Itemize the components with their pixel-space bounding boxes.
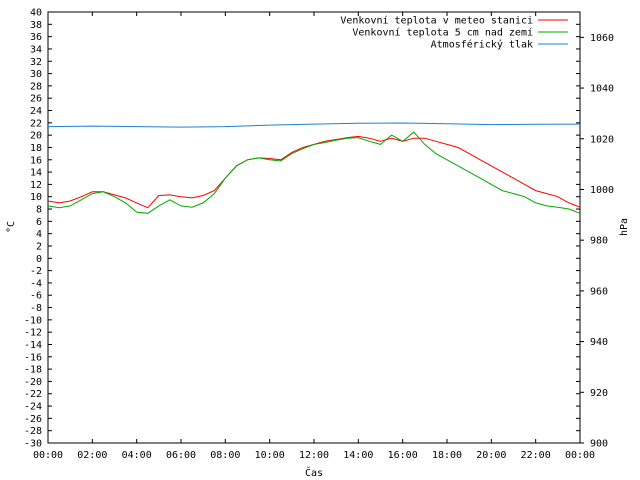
x-tick-label: 02:00 <box>77 450 107 461</box>
right-tick-label: 1040 <box>590 84 614 95</box>
left-tick-label: 22 <box>30 118 42 129</box>
left-tick-label: 18 <box>30 143 42 154</box>
left-tick-label: -24 <box>24 402 42 413</box>
x-tick-label: 22:00 <box>521 450 551 461</box>
right-tick-label: 920 <box>590 388 608 399</box>
left-tick-label: 6 <box>36 217 42 228</box>
x-tick-label: 00:00 <box>33 450 63 461</box>
legend-label-1: Venkovní teplota 5 cm nad zemí <box>352 27 533 39</box>
x-tick-label: 00:00 <box>565 450 595 461</box>
left-tick-label: 24 <box>30 106 42 117</box>
left-tick-label: -12 <box>24 328 42 339</box>
left-tick-label: 36 <box>30 32 42 43</box>
series-line-1 <box>47 131 581 214</box>
left-tick-label: 38 <box>30 20 42 31</box>
left-tick-label: -10 <box>24 315 42 326</box>
x-axis-label: Čas <box>305 466 323 479</box>
right-tick-label: 1020 <box>590 134 614 145</box>
x-tick-label: 16:00 <box>388 450 418 461</box>
series-line-2 <box>47 122 581 128</box>
left-tick-label: 8 <box>36 205 42 216</box>
left-tick-label: 2 <box>36 241 42 252</box>
x-tick-label: 12:00 <box>299 450 329 461</box>
left-tick-label: -16 <box>24 352 42 363</box>
left-tick-label: -22 <box>24 389 42 400</box>
left-tick-label: -2 <box>30 266 42 277</box>
left-tick-label: 20 <box>30 131 42 142</box>
x-axis-ticks: 00:00 02:00 04:00 06:00 08:00 10:00 12:00 14:00… <box>33 12 595 461</box>
left-tick-label: 28 <box>30 81 42 92</box>
right-axis-ticks: 1060 1040 1020 1000 980 960 940 920 900 <box>580 33 614 450</box>
left-tick-label: -14 <box>24 340 42 351</box>
left-tick-label: -6 <box>30 291 42 302</box>
x-tick-label: 20:00 <box>476 450 506 461</box>
left-tick-label: -8 <box>30 303 42 314</box>
left-axis-ticks: 4038363432302826242220181614121086420-2-… <box>24 8 580 450</box>
right-tick-label: 960 <box>590 286 608 297</box>
x-tick-label: 06:00 <box>166 450 196 461</box>
left-tick-label: -28 <box>24 426 42 437</box>
y-axis-left-label: °C <box>6 221 17 233</box>
left-tick-label: -20 <box>24 377 42 388</box>
left-tick-label: 30 <box>30 69 42 80</box>
right-tick-label: 980 <box>590 236 608 247</box>
legend-label-0: Venkovní teplota v meteo stanici <box>340 15 533 27</box>
plot-frame <box>47 11 581 444</box>
x-tick-label: 08:00 <box>210 450 240 461</box>
left-tick-label: 4 <box>36 229 42 240</box>
left-tick-label: 26 <box>30 94 42 105</box>
left-tick-label: -18 <box>24 365 42 376</box>
right-tick-label: 1000 <box>590 185 614 196</box>
y-axis-right-label: hPa <box>619 218 630 236</box>
right-tick-label: 940 <box>590 337 608 348</box>
plot-border <box>47 11 581 444</box>
left-tick-label: 14 <box>30 168 42 179</box>
legend: Venkovní teplota v meteo staniciVenkovní… <box>340 15 568 51</box>
x-tick-label: 18:00 <box>432 450 462 461</box>
left-tick-label: 34 <box>30 44 42 55</box>
right-tick-label: 900 <box>590 439 608 450</box>
left-tick-label: 16 <box>30 155 42 166</box>
left-tick-label: 40 <box>30 8 42 19</box>
left-tick-label: -30 <box>24 439 42 450</box>
x-tick-label: 14:00 <box>343 450 373 461</box>
left-tick-label: -4 <box>30 278 42 289</box>
left-tick-label: 10 <box>30 192 42 203</box>
left-tick-label: 32 <box>30 57 42 68</box>
left-tick-label: 12 <box>30 180 42 191</box>
x-tick-label: 10:00 <box>255 450 285 461</box>
x-tick-label: 04:00 <box>122 450 152 461</box>
right-tick-label: 1060 <box>590 33 614 44</box>
legend-label-2: Atmosférický tlak <box>431 39 533 51</box>
left-tick-label: 0 <box>36 254 42 265</box>
series-line-0 <box>47 135 581 209</box>
series-layer <box>47 122 581 214</box>
left-tick-label: -26 <box>24 414 42 425</box>
